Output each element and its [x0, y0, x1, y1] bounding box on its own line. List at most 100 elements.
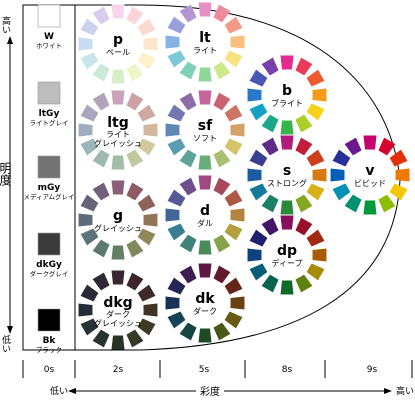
color-chip [80, 228, 99, 246]
color-chip [179, 234, 197, 253]
color-chip [280, 55, 294, 70]
color-chip [247, 168, 262, 182]
wheel-center [94, 20, 142, 68]
color-chip [306, 229, 325, 247]
vertical-axis-low-label: 低い [0, 334, 11, 353]
color-chip [224, 277, 243, 295]
color-chip [137, 18, 156, 36]
color-chip [224, 50, 243, 68]
wheel-center [346, 151, 394, 199]
color-chip [249, 69, 268, 87]
color-chip [224, 189, 243, 207]
color-chip [306, 69, 325, 87]
color-chip [92, 272, 110, 291]
color-chip [179, 92, 197, 111]
color-chip [247, 248, 262, 262]
color-chip [332, 149, 351, 167]
color-chip [261, 194, 279, 213]
gray-name: ダークグレイ [30, 269, 69, 278]
color-chip [143, 123, 158, 137]
color-chip [280, 215, 294, 230]
tone-name: ストロング [267, 178, 307, 188]
tone-code: dk [195, 291, 215, 307]
color-chip [92, 239, 110, 258]
saturation-level-5s: 5s [199, 365, 210, 375]
color-chip [78, 213, 93, 227]
color-chip [198, 2, 212, 17]
color-chip [330, 168, 345, 182]
color-chip [80, 138, 99, 156]
wheel-center [181, 18, 229, 66]
color-chip [306, 149, 325, 167]
color-chip [137, 228, 156, 246]
color-chip [198, 328, 212, 343]
color-chip [126, 63, 144, 82]
color-chip [165, 296, 180, 310]
color-chip [179, 61, 197, 80]
color-chip [165, 208, 180, 222]
color-chip [295, 274, 313, 293]
gray-code: W [44, 32, 54, 42]
saturation-level-0s: 0s [44, 365, 55, 375]
color-chip [92, 329, 110, 348]
color-chip [198, 67, 212, 82]
color-chip [295, 114, 313, 133]
wheel-center [94, 286, 142, 334]
color-chip [143, 303, 158, 317]
horizontal-axis-low-label: 低い [50, 385, 68, 397]
color-chip [295, 137, 313, 156]
color-chip [143, 213, 158, 227]
color-chip [80, 18, 99, 36]
color-chip [111, 69, 125, 84]
wheel-center [94, 196, 142, 244]
color-chip [261, 274, 279, 293]
wheel-center [181, 191, 229, 239]
color-chip [167, 138, 186, 156]
color-chip [213, 4, 231, 23]
color-chip [198, 90, 212, 105]
gray-code: ltGy [39, 109, 60, 119]
color-chip [167, 277, 186, 295]
color-chip [363, 200, 377, 215]
color-chip [378, 137, 396, 156]
tone-name: ダーク [193, 306, 217, 316]
color-chip [312, 248, 327, 262]
color-chip [92, 149, 110, 168]
color-chip [143, 37, 158, 51]
color-chip [378, 194, 396, 213]
color-chip [126, 329, 144, 348]
color-chip [280, 120, 294, 135]
color-chip [332, 183, 351, 201]
color-chip [126, 92, 144, 111]
color-chip [92, 182, 110, 201]
color-chip [295, 57, 313, 76]
color-chip [230, 123, 245, 137]
color-chip [224, 16, 243, 34]
color-chip [111, 90, 125, 105]
color-chip [261, 114, 279, 133]
color-chip [306, 183, 325, 201]
color-chip [224, 104, 243, 122]
color-chip [306, 103, 325, 121]
saturation-level-8s: 8s [282, 365, 293, 375]
color-chip [80, 52, 99, 70]
tone-name: ライト [106, 130, 130, 139]
gray-name: ライトグレイ [30, 118, 69, 127]
color-chip [92, 63, 110, 82]
color-chip [167, 104, 186, 122]
tone-code: p [113, 32, 123, 48]
color-chip [111, 245, 125, 260]
color-chip [295, 217, 313, 236]
color-chip [249, 263, 268, 281]
color-chip [213, 322, 231, 341]
color-chip [213, 234, 231, 253]
color-chip [111, 270, 125, 285]
tone-name: ダル [197, 218, 213, 228]
gray-swatch [37, 308, 61, 332]
color-chip [280, 280, 294, 295]
